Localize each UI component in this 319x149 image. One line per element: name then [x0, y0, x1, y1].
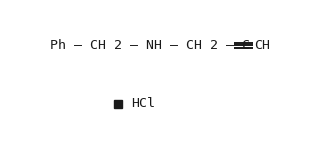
Text: CH: CH [254, 39, 270, 52]
Text: HCl: HCl [131, 97, 155, 110]
Text: Ph — CH 2 — NH — CH 2 — C: Ph — CH 2 — NH — CH 2 — C [50, 39, 250, 52]
